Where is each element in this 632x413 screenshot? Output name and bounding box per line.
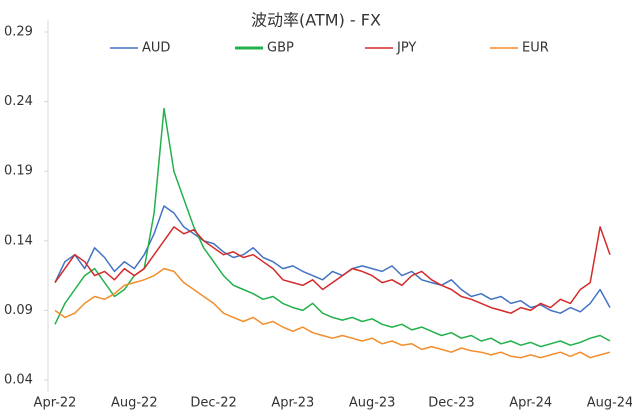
legend-label: AUD: [142, 41, 170, 56]
x-tick-label: Aug-22: [111, 396, 158, 411]
y-tick-label: 0.09: [4, 303, 33, 318]
x-tick-label: Dec-22: [190, 396, 236, 411]
x-tick-label: Dec-23: [428, 396, 474, 411]
legend-label: GBP: [267, 41, 294, 56]
y-tick-label: 0.29: [4, 25, 33, 40]
legend-label: JPY: [396, 41, 416, 56]
x-tick-label: Apr-23: [271, 396, 314, 411]
y-tick-label: 0.04: [4, 373, 33, 388]
x-tick-label: Aug-23: [349, 396, 396, 411]
series-line: [54, 205, 611, 314]
series-line: [54, 226, 611, 314]
y-tick-label: 0.14: [4, 233, 33, 248]
chart-title: 波动率(ATM) - FX: [251, 11, 381, 30]
legend-label: EUR: [522, 41, 549, 56]
x-tick-label: Apr-24: [509, 396, 552, 411]
x-tick-label: Apr-22: [34, 396, 77, 411]
y-tick-label: 0.19: [4, 164, 33, 179]
y-tick-label: 0.24: [4, 94, 33, 109]
x-tick-label: Aug-24: [587, 396, 632, 411]
series-line: [54, 267, 611, 359]
series-line: [54, 107, 611, 348]
